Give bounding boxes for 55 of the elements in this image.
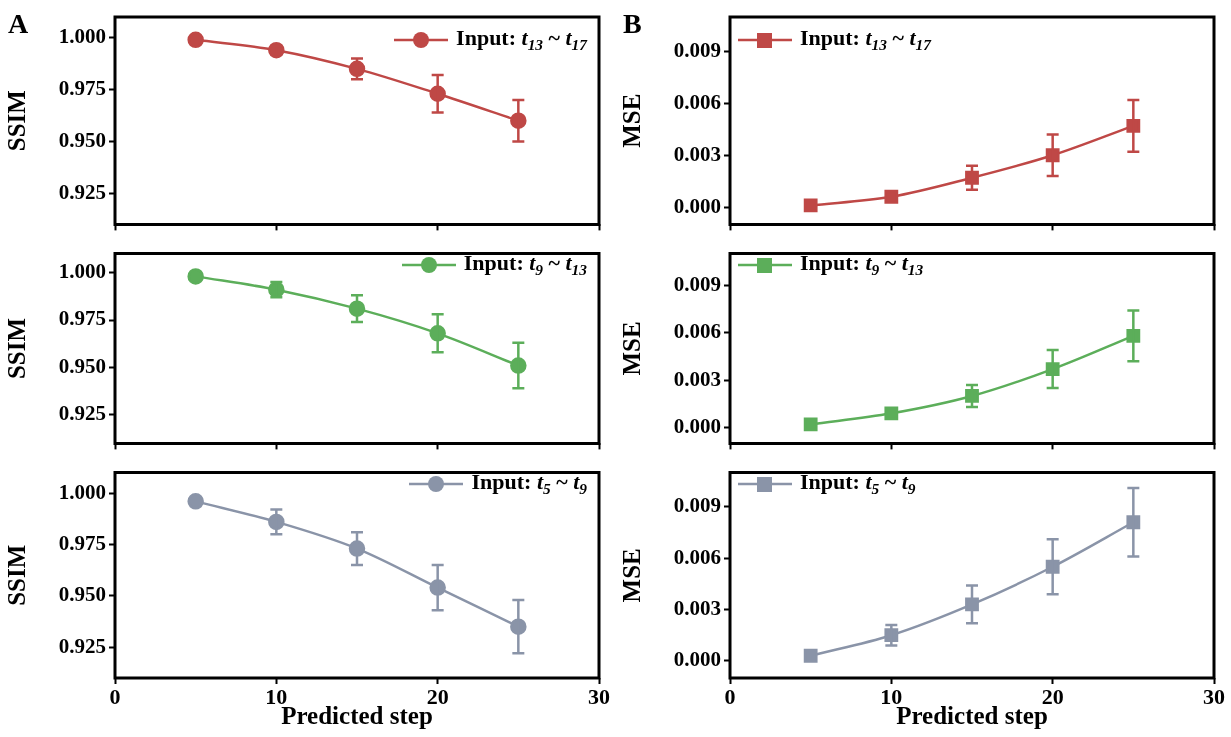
x-tick-label: 30 [588,683,610,709]
point [803,417,818,432]
point [803,648,818,663]
point [965,389,979,403]
y-tick-label: 0.000 [673,193,721,218]
y-tick-label: 0.009 [673,493,721,518]
legend-label: Input: t$_{13}$ ~ t$_{17}$ [456,25,587,55]
y-axis-title: SSIM [3,317,31,380]
y-tick-label: 0.009 [673,271,721,296]
y-tick-label: 0.950 [58,582,106,607]
point [187,493,204,510]
x-tick-label: 0 [724,683,736,709]
y-tick-label: 0.000 [673,647,721,672]
y-tick-label: 0.003 [673,141,721,166]
y-tick-label: 0.006 [673,319,721,344]
point [187,268,204,285]
point [187,31,204,49]
y-tick-label: 1.000 [58,259,106,283]
point [965,597,979,612]
y-tick-label: 0.003 [673,595,721,620]
x-tick-label: 20 [1041,683,1064,709]
y-axis-title: MSE [618,93,646,148]
y-axis-title: MSE [618,321,646,376]
y-tick-label: 0.925 [58,179,106,204]
y-tick-label: 1.000 [58,479,106,504]
y-tick-label: 0.006 [673,544,721,569]
y-tick-label: 0.925 [58,401,106,426]
chart-title: A [8,8,29,40]
chart-title: B [623,8,642,40]
legend-label: Input: t$_{13}$ ~ t$_{17}$ [800,25,931,55]
point [803,198,818,213]
y-tick-label: 0.950 [58,353,106,378]
y-axis-title: SSIM [3,90,31,152]
point [884,406,899,421]
x-tick-label: 30 [1203,683,1225,709]
y-tick-label: 0.006 [673,89,721,114]
y-tick-label: 0.975 [58,306,106,331]
legend-label: Input: t$_{5}$ ~ t$_{9}$ [471,469,587,499]
legend-label: Input: t$_{5}$ ~ t$_{9}$ [800,469,916,499]
y-tick-label: 1.000 [58,24,106,49]
y-tick-label: 0.009 [673,37,721,62]
legend-label: Input: t$_{9}$ ~ t$_{13}$ [463,250,587,280]
y-tick-label: 0.925 [58,633,106,658]
y-axis-title: MSE [618,548,646,603]
x-tick-label: 20 [426,683,449,709]
y-tick-label: 0.003 [673,366,721,391]
point [965,170,979,185]
y-tick-label: 0.975 [58,76,106,101]
point [884,189,899,204]
y-tick-label: 0.000 [673,414,721,439]
x-tick-label: 0 [109,683,121,709]
y-axis-title: SSIM [3,544,31,606]
y-tick-label: 0.975 [58,530,106,555]
y-tick-label: 0.950 [58,127,106,152]
legend-label: Input: t$_{9}$ ~ t$_{13}$ [800,250,924,280]
